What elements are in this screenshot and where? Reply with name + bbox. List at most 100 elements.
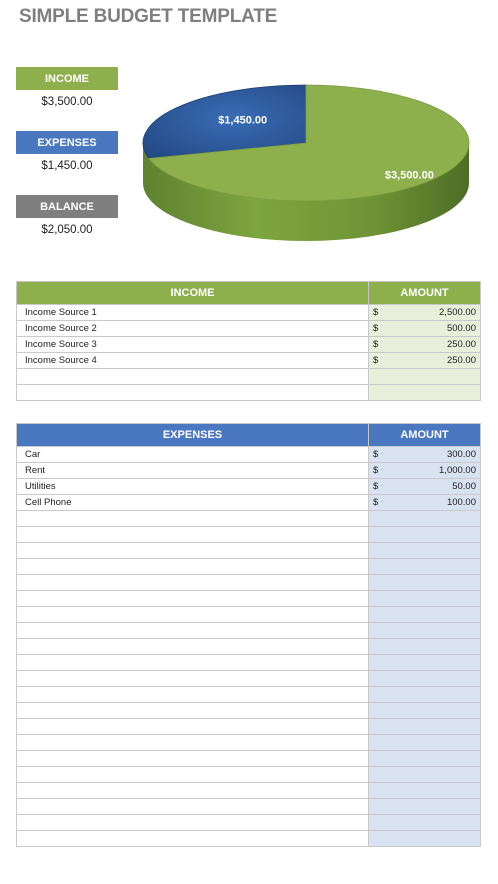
- currency-symbol: $: [373, 449, 379, 460]
- expense-row: [16, 606, 481, 623]
- amount-value: 50.00: [452, 481, 476, 492]
- expense-row-amount-cell[interactable]: [368, 782, 481, 799]
- expense-row: Cell Phone $100.00: [16, 494, 481, 511]
- expense-row-amount-cell[interactable]: [368, 798, 481, 815]
- income-row: Income Source 1 $2,500.00: [16, 304, 481, 321]
- income-row-amount-cell[interactable]: $2,500.00: [368, 304, 481, 321]
- income-row-amount-cell[interactable]: [368, 384, 481, 401]
- expense-row-amount-cell[interactable]: [368, 622, 481, 639]
- expense-row-label[interactable]: [16, 718, 369, 735]
- expense-row-amount-cell[interactable]: [368, 734, 481, 751]
- amount-value: 100.00: [446, 497, 476, 508]
- expense-row: Utilities $50.00: [16, 478, 481, 495]
- expense-row-label[interactable]: [16, 638, 369, 655]
- expense-row-label[interactable]: [16, 702, 369, 719]
- page-title: SIMPLE BUDGET TEMPLATE: [19, 6, 278, 27]
- income-row: [16, 368, 481, 385]
- income-row-label[interactable]: Income Source 1: [16, 304, 369, 321]
- expense-row-label[interactable]: [16, 574, 369, 591]
- expense-row-label[interactable]: Rent: [16, 462, 369, 479]
- expense-row: [16, 638, 481, 655]
- expense-row-amount-cell[interactable]: [368, 590, 481, 607]
- income-row-label[interactable]: Income Source 2: [16, 320, 369, 337]
- expense-row-amount-cell[interactable]: [368, 542, 481, 559]
- expense-row-label[interactable]: [16, 798, 369, 815]
- expense-row: [16, 686, 481, 703]
- expense-table: EXPENSES AMOUNT Car $300.00 Rent $1,000.00 U…: [16, 423, 481, 847]
- expense-row-amount-cell[interactable]: [368, 670, 481, 687]
- expense-row-amount-cell[interactable]: $1,000.00: [368, 462, 481, 479]
- expense-row-label[interactable]: [16, 654, 369, 671]
- expense-row: [16, 718, 481, 735]
- currency-symbol: $: [373, 497, 379, 508]
- balance-summary-label: BALANCE: [16, 195, 118, 218]
- expense-row: [16, 654, 481, 671]
- income-row-label[interactable]: [16, 384, 369, 401]
- expense-row-label[interactable]: [16, 830, 369, 847]
- expense-row-amount-cell[interactable]: $50.00: [368, 478, 481, 495]
- expense-row-label[interactable]: [16, 622, 369, 639]
- income-row-amount-cell[interactable]: $500.00: [368, 320, 481, 337]
- expense-row-amount-cell[interactable]: [368, 526, 481, 543]
- expense-row-amount-cell[interactable]: [368, 718, 481, 735]
- expense-row-label[interactable]: Cell Phone: [16, 494, 369, 511]
- expenses-header: EXPENSES: [16, 423, 369, 447]
- expense-row: [16, 814, 481, 831]
- expense-row-amount-cell[interactable]: [368, 750, 481, 767]
- expense-row-amount-cell[interactable]: [368, 814, 481, 831]
- expense-row-label[interactable]: [16, 606, 369, 623]
- currency-symbol: $: [373, 355, 379, 366]
- expense-row-label[interactable]: [16, 590, 369, 607]
- expenses-amount-header: AMOUNT: [368, 423, 481, 447]
- expense-row: [16, 670, 481, 687]
- expense-row: [16, 510, 481, 527]
- expense-row-amount-cell[interactable]: [368, 558, 481, 575]
- expense-row-label[interactable]: Car: [16, 446, 369, 463]
- income-row-label[interactable]: Income Source 4: [16, 352, 369, 369]
- expense-row-label[interactable]: [16, 526, 369, 543]
- expense-row-label[interactable]: [16, 814, 369, 831]
- expense-row: [16, 798, 481, 815]
- expense-row-label[interactable]: [16, 734, 369, 751]
- expense-row-label[interactable]: [16, 510, 369, 527]
- expense-row-label[interactable]: [16, 670, 369, 687]
- expense-row: [16, 750, 481, 767]
- income-header: INCOME: [16, 281, 369, 305]
- expense-row: [16, 526, 481, 543]
- expense-row-label[interactable]: [16, 542, 369, 559]
- expense-row: [16, 542, 481, 559]
- balance-summary-value: $2,050.00: [41, 224, 93, 236]
- income-row-amount-cell[interactable]: $250.00: [368, 336, 481, 353]
- expense-row-amount-cell[interactable]: [368, 510, 481, 527]
- expense-row-amount-cell[interactable]: [368, 654, 481, 671]
- income-row: Income Source 4 $250.00: [16, 352, 481, 369]
- expense-row: Rent $1,000.00: [16, 462, 481, 479]
- income-row: [16, 384, 481, 401]
- expenses-summary-label: EXPENSES: [16, 131, 118, 154]
- expense-row-label[interactable]: [16, 686, 369, 703]
- expense-row: [16, 702, 481, 719]
- expense-row-label[interactable]: [16, 766, 369, 783]
- expense-row-amount-cell[interactable]: [368, 606, 481, 623]
- expense-row-amount-cell[interactable]: [368, 574, 481, 591]
- expense-row-amount-cell[interactable]: [368, 766, 481, 783]
- expense-row: [16, 734, 481, 751]
- expense-row-amount-cell[interactable]: [368, 638, 481, 655]
- income-row-label[interactable]: [16, 368, 369, 385]
- expense-row-label[interactable]: [16, 558, 369, 575]
- income-row-amount-cell[interactable]: $250.00: [368, 352, 481, 369]
- expense-row-label[interactable]: Utilities: [16, 478, 369, 495]
- expense-row-amount-cell[interactable]: $300.00: [368, 446, 481, 463]
- expense-row-amount-cell[interactable]: $100.00: [368, 494, 481, 511]
- expense-row-label[interactable]: [16, 782, 369, 799]
- pie-label-1: $3,500.00: [385, 169, 434, 181]
- expense-row-label[interactable]: [16, 750, 369, 767]
- income-row-label[interactable]: Income Source 3: [16, 336, 369, 353]
- income-row-amount-cell[interactable]: [368, 368, 481, 385]
- budget-pie-chart: $1,450.00 $3,500.00: [142, 84, 470, 241]
- expense-row-amount-cell[interactable]: [368, 830, 481, 847]
- expense-row-amount-cell[interactable]: [368, 686, 481, 703]
- currency-symbol: $: [373, 339, 379, 350]
- expense-row-amount-cell[interactable]: [368, 702, 481, 719]
- income-amount-header: AMOUNT: [368, 281, 481, 305]
